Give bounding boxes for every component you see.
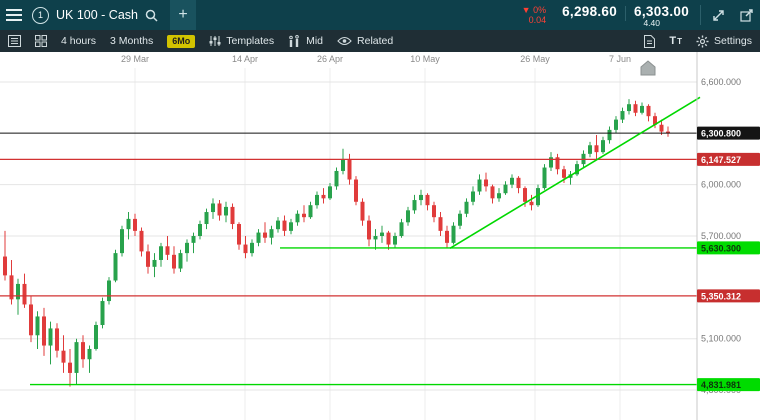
toolbar-right-group: TT Settings [644,34,752,48]
svg-text:29 Mar: 29 Mar [121,54,149,64]
templates-label: Templates [226,35,275,47]
price-divider [625,6,627,21]
panel-icon[interactable] [8,35,21,47]
svg-text:14 Apr: 14 Apr [232,54,258,64]
topbar-divider [700,5,701,25]
svg-text:6,600.000: 6,600.000 [701,77,741,87]
period-badge[interactable]: 6Mo [167,34,196,48]
price-chart[interactable]: 29 Mar 14 Apr 26 Apr 10 May 26 May 7 Jun 6,600… [0,52,760,420]
buy-price[interactable]: 6,303.00 [634,4,689,19]
svg-text:5,630.300: 5,630.300 [701,243,741,253]
chart-type-icon [288,35,301,47]
indicator-sliders-icon [209,35,221,47]
eye-icon [337,36,352,46]
gear-icon [696,35,709,48]
change-value: 0.04 [528,15,547,25]
text-size-button[interactable]: TT [669,35,682,47]
svg-text:6,147.527: 6,147.527 [701,155,741,165]
svg-text:5,700.000: 5,700.000 [701,231,741,241]
popout-icon[interactable] [732,0,760,30]
layout-grid-icon[interactable] [35,35,47,47]
instrument-tab[interactable]: 1 UK 100 - Cash [28,0,168,30]
svg-text:26 May: 26 May [520,54,550,64]
svg-text:5,350.312: 5,350.312 [701,291,741,301]
related-button[interactable]: Related [337,35,393,47]
spread-value: 4.40 [643,18,660,28]
sell-price[interactable]: 6,298.60 [562,4,618,19]
interval-select[interactable]: 4 hours [61,35,97,47]
hamburger-icon [6,9,22,21]
search-icon[interactable] [145,9,158,22]
price-source-select[interactable]: Mid [288,35,323,47]
svg-text:10 May: 10 May [410,54,440,64]
expand-icon[interactable] [704,0,732,30]
price-change: ▼ 0% 0.04 [522,5,554,25]
tab-number-badge: 1 [32,6,49,24]
related-label: Related [357,35,394,47]
svg-text:7 Jun: 7 Jun [609,54,631,64]
svg-text:4,831.981: 4,831.981 [701,380,741,390]
menu-button[interactable] [0,0,28,30]
candlestick-chart-canvas[interactable]: 29 Mar 14 Apr 26 Apr 10 May 26 May 7 Jun 6,600… [0,52,760,420]
down-arrow-icon: ▼ [521,5,531,15]
templates-button[interactable]: Templates [209,35,274,47]
change-percent: 0% [533,5,547,15]
svg-text:6,300.800: 6,300.800 [701,129,741,139]
chart-toolbar: 4 hours 3 Months 6Mo Templates Mid Relat… [0,30,760,52]
price-source-label: Mid [306,35,324,47]
instrument-title: UK 100 - Cash [56,8,138,22]
notes-icon[interactable] [644,34,656,48]
top-bar: 1 UK 100 - Cash + ▼ 0% 0.04 6,298.60 6,3… [0,0,760,30]
svg-text:5,100.000: 5,100.000 [701,334,741,344]
settings-label: Settings [714,35,752,47]
svg-text:26 Apr: 26 Apr [317,54,343,64]
settings-button[interactable]: Settings [696,35,752,48]
range-select[interactable]: 3 Months [110,35,154,47]
svg-text:6,000.000: 6,000.000 [701,180,741,190]
text-size-large: T [669,35,677,47]
text-size-small: T [677,37,683,46]
add-tab-button[interactable]: + [169,0,196,30]
